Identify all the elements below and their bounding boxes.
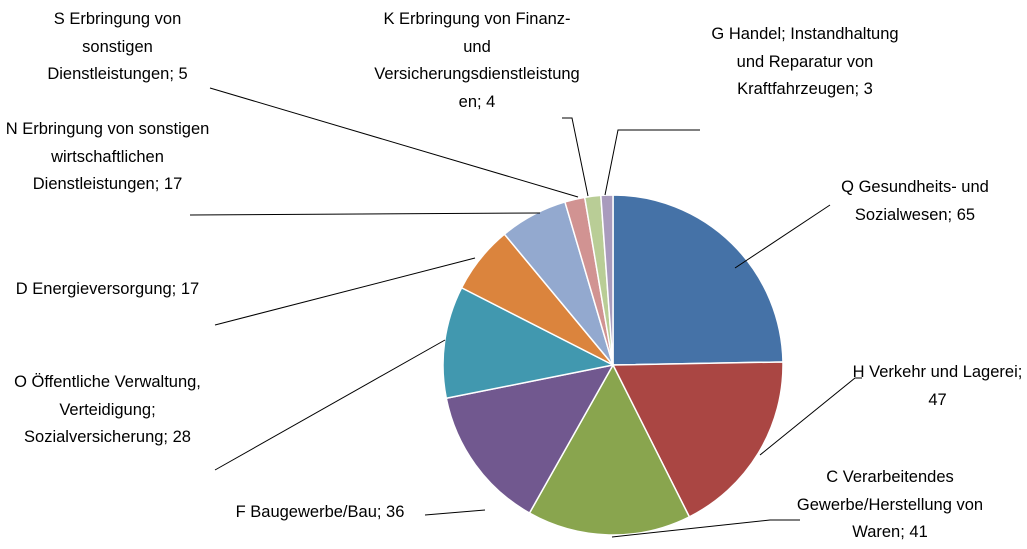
leader-line xyxy=(759,377,862,456)
leader-line xyxy=(214,257,476,326)
data-label: Q Gesundheits- und Sozialwesen; 65 xyxy=(841,178,989,224)
leader-line xyxy=(209,87,579,198)
pie-slice xyxy=(612,194,784,366)
data-label: O Öffentliche Verwaltung, Verteidigung; … xyxy=(14,373,201,446)
leader-line xyxy=(611,519,800,538)
leader-line xyxy=(562,117,589,197)
data-label: F Baugewerbe/Bau; 36 xyxy=(235,503,405,521)
data-label: G Handel; Instandhaltung und Reparatur v… xyxy=(711,25,899,98)
leader-line xyxy=(604,129,700,196)
pie-slice xyxy=(528,363,691,536)
leader-line xyxy=(734,204,831,269)
pie-slice xyxy=(600,194,614,366)
leader-line xyxy=(189,212,541,216)
data-label: N Erbringung von sonstigen wirtschaftlic… xyxy=(5,120,210,193)
pie-slice xyxy=(611,361,784,518)
leader-line xyxy=(214,339,446,471)
data-label: C Verarbeitendes Gewerbe/Herstellung von… xyxy=(796,468,984,541)
pie-slice xyxy=(445,363,615,515)
leader-line xyxy=(424,509,486,516)
data-label: H Verkehr und Lagerei; 47 xyxy=(852,363,1023,409)
data-label: S Erbringung von sonstigen Dienstleistun… xyxy=(47,10,188,83)
pie-slice xyxy=(442,286,616,400)
data-label: K Erbringung von Finanz- und Versicherun… xyxy=(374,10,580,111)
data-label: D Energieversorgung; 17 xyxy=(15,280,200,298)
